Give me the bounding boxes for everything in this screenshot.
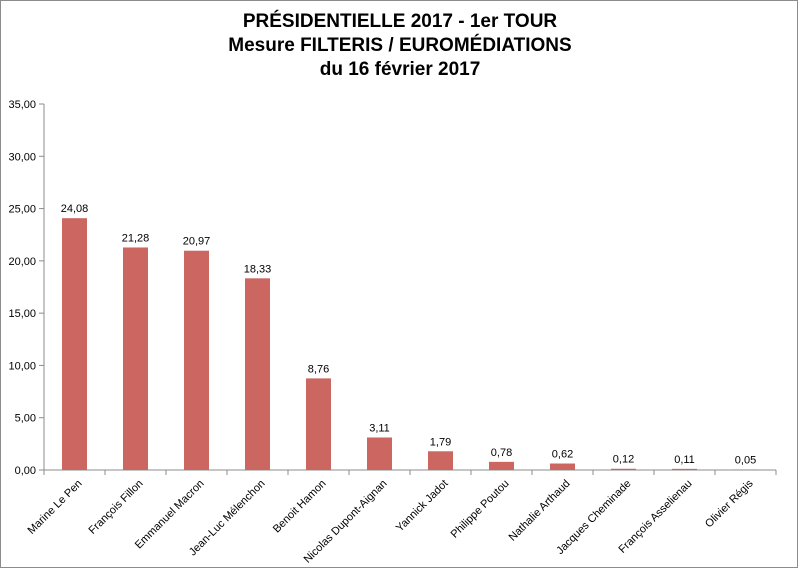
data-label: 0,05 [735, 454, 756, 466]
y-tick-label: 35,00 [8, 99, 36, 111]
bar [672, 468, 697, 470]
data-label: 8,76 [308, 363, 329, 375]
bars [62, 218, 758, 470]
data-label: 3,11 [369, 422, 390, 434]
bar [550, 463, 575, 470]
data-label: 0,12 [613, 454, 634, 466]
bar [306, 378, 331, 470]
y-tick-label: 5,00 [15, 413, 36, 425]
category-label: Nathalie Arthaud [507, 478, 573, 544]
category-label: Olivier Régis [703, 477, 756, 530]
category-label: Benoit Hamon [271, 478, 329, 536]
data-labels: 24,08 21,28 20,97 18,33 8,76 3,11 1,79 0,78 0,62… [61, 203, 756, 466]
category-label: Philippe Poutou [449, 478, 512, 541]
data-label: 0,78 [491, 447, 512, 459]
data-label: 21,28 [122, 232, 150, 244]
data-label: 20,97 [183, 236, 211, 248]
data-label: 0,11 [674, 454, 695, 466]
y-tick-label: 30,00 [8, 151, 36, 163]
bar [611, 468, 636, 470]
bar [367, 437, 392, 470]
title-line-1: PRÉSIDENTIELLE 2017 - 1er TOUR [242, 11, 558, 32]
bar [123, 247, 148, 470]
category-label: Yannick Jadot [394, 478, 451, 535]
title-line-3: du 16 février 2017 [319, 59, 481, 80]
bar [428, 451, 453, 470]
y-tick-label: 25,00 [8, 204, 36, 216]
bar [62, 218, 87, 470]
bar [245, 278, 270, 470]
y-tick-label: 15,00 [8, 308, 36, 320]
y-axis: 0,00 5,00 10,00 15,00 20,00 25,00 30,00 35,00 [8, 99, 45, 477]
bar [184, 250, 209, 470]
data-label: 24,08 [61, 203, 89, 215]
chart-title: PRÉSIDENTIELLE 2017 - 1er TOUR Mesure FI… [0, 10, 800, 82]
y-tick-label: 0,00 [15, 465, 36, 477]
title-line-2: Mesure FILTERIS / EUROMÉDIATIONS [228, 35, 572, 56]
y-tick-label: 20,00 [8, 256, 36, 268]
data-label: 1,79 [430, 436, 451, 448]
y-tick-label: 10,00 [8, 360, 36, 372]
category-label: Marine Le Pen [26, 478, 85, 537]
x-axis [43, 469, 777, 475]
data-label: 18,33 [244, 263, 272, 275]
category-label: François Fillon [87, 478, 146, 537]
data-label: 0,62 [552, 449, 573, 461]
bar [733, 469, 758, 470]
bar [489, 461, 514, 470]
